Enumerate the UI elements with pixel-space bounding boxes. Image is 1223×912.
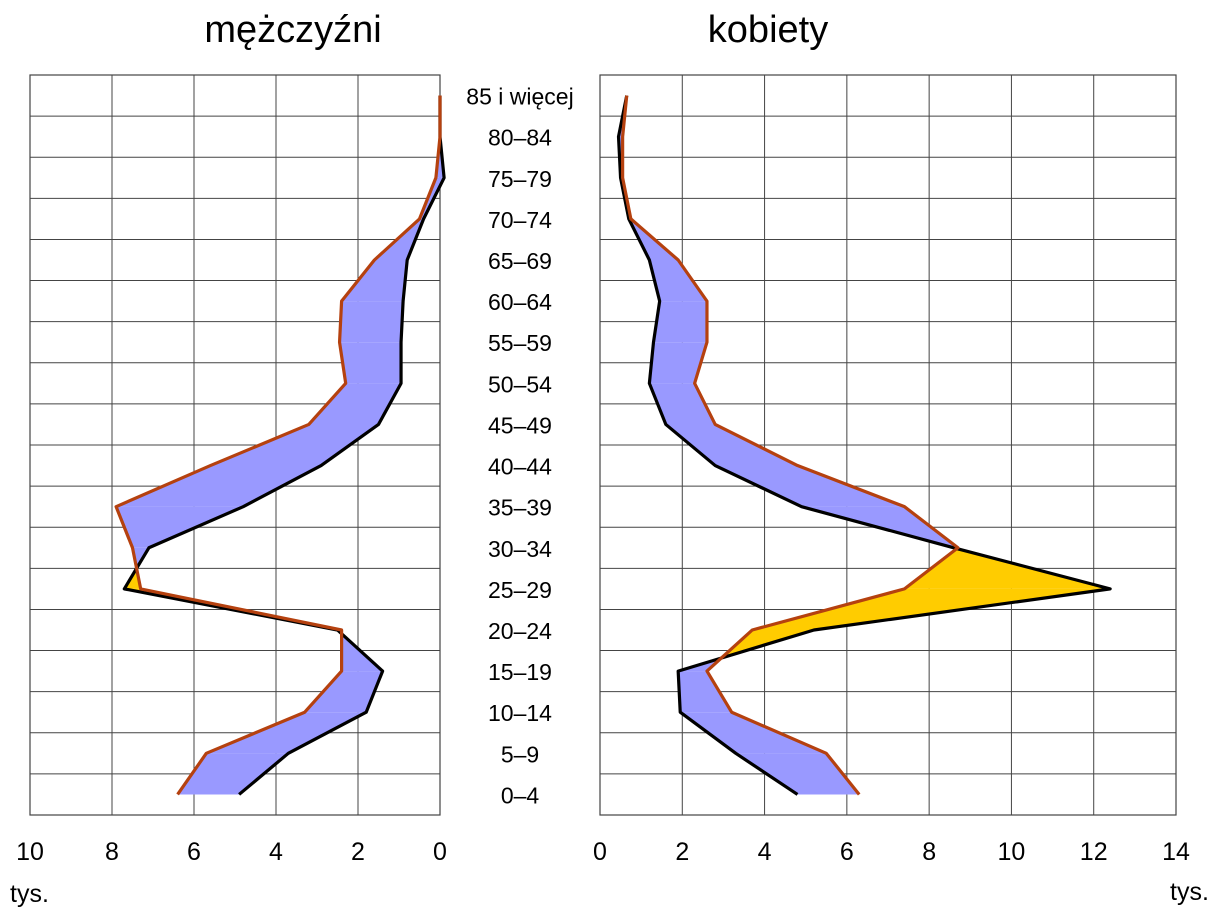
- age-group-label: 45–49: [488, 412, 552, 438]
- age-group-label: 30–34: [488, 536, 552, 562]
- men-x-tick-label: 6: [187, 838, 201, 866]
- age-group-label: 5–9: [501, 741, 539, 767]
- age-group-label: 50–54: [488, 371, 552, 397]
- women-difference-band: [680, 712, 827, 754]
- age-group-label: 65–69: [488, 248, 552, 274]
- men-difference-band: [177, 753, 289, 795]
- men-panel: 10 8 6 4 2 0: [16, 74, 447, 866]
- age-group-label: 75–79: [488, 166, 552, 192]
- men-difference-band: [116, 506, 244, 548]
- women-x-tick-label: 10: [998, 838, 1026, 866]
- women-difference-band: [904, 548, 1111, 589]
- age-group-label: 25–29: [488, 577, 552, 603]
- age-group-label: 20–24: [488, 618, 552, 644]
- men-difference-band: [339, 301, 404, 343]
- women-x-tick-label: 4: [758, 838, 772, 866]
- women-x-tick-label: 0: [593, 838, 607, 866]
- men-panel-title: mężczyźni: [204, 9, 381, 51]
- women-x-tick-label: 2: [675, 838, 689, 866]
- age-group-label: 80–84: [488, 125, 552, 151]
- men-difference-band: [206, 712, 367, 754]
- men-difference-band: [308, 383, 402, 425]
- age-group-label: 70–74: [488, 207, 552, 233]
- women-unit-label: tys.: [1170, 878, 1209, 906]
- women-x-tick-label: 14: [1162, 838, 1190, 866]
- men-x-tick-label: 2: [351, 838, 365, 866]
- women-difference-band: [715, 465, 905, 507]
- women-series-line-0: [616, 95, 1112, 796]
- men-difference-band: [304, 671, 383, 713]
- age-group-label: 35–39: [488, 495, 552, 521]
- age-group-label: 55–59: [488, 330, 552, 356]
- women-difference-band: [649, 342, 707, 384]
- women-x-tick-label: 12: [1080, 838, 1108, 866]
- women-difference-band: [649, 260, 707, 302]
- women-difference-band: [735, 753, 860, 795]
- men-x-tick-label: 10: [16, 838, 44, 866]
- age-group-label: 40–44: [488, 454, 552, 480]
- men-x-tick-label: 0: [433, 838, 447, 866]
- women-difference-band: [665, 424, 798, 466]
- men-series-line-0: [122, 95, 446, 796]
- men-x-tick-label: 8: [105, 838, 119, 866]
- age-group-labels: 85 i więcej 80–84 75–79 70–74 65–69 60–64 55–5…: [466, 84, 573, 809]
- age-group-label: 60–64: [488, 289, 552, 315]
- men-difference-band: [210, 424, 379, 466]
- age-group-label: 10–14: [488, 700, 552, 726]
- men-x-tick-label: 4: [269, 838, 283, 866]
- age-group-label: 85 i więcej: [466, 84, 573, 110]
- women-x-tick-label: 8: [922, 838, 936, 866]
- men-difference-band: [341, 260, 408, 302]
- women-panel: 0 2 4 6 8 10 12 14: [593, 74, 1190, 866]
- men-difference-band: [116, 465, 322, 507]
- age-group-label: 0–4: [501, 782, 540, 808]
- women-series-line-1: [621, 95, 960, 796]
- women-difference-band: [678, 671, 732, 713]
- age-group-label: 15–19: [488, 659, 552, 685]
- women-difference-band: [653, 301, 707, 343]
- men-unit-label: tys.: [10, 880, 49, 908]
- men-series-line-1: [114, 95, 442, 796]
- women-panel-title: kobiety: [708, 9, 828, 51]
- women-difference-band: [752, 588, 1111, 630]
- men-difference-band: [339, 342, 402, 384]
- women-x-tick-label: 6: [840, 838, 854, 866]
